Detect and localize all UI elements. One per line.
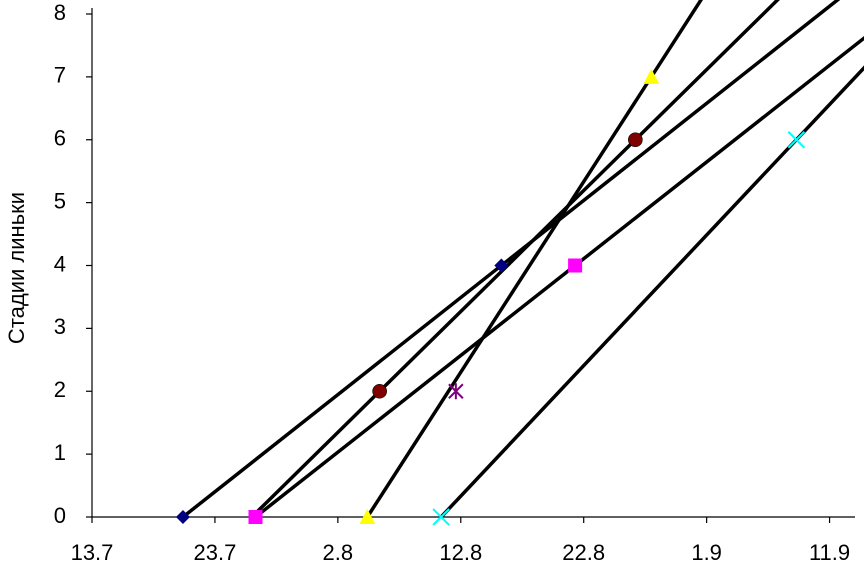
point [628, 132, 643, 148]
point [787, 131, 806, 149]
point [432, 508, 450, 526]
point [568, 258, 583, 273]
y-tick-label: 2 [54, 377, 66, 402]
x-tick-label: 12.8 [439, 540, 482, 565]
y-tick-label: 1 [54, 440, 66, 465]
x-tick-label: 13.7 [71, 540, 114, 565]
x-tick-label: 1.9 [691, 540, 722, 565]
y-tick-label: 7 [54, 63, 66, 88]
trend-line [439, 65, 864, 518]
y-tick-label: 8 [54, 0, 66, 25]
trend-line [250, 0, 780, 518]
y-tick-label: 5 [54, 188, 66, 213]
y-tick-label: 4 [54, 251, 66, 276]
point [494, 258, 509, 273]
point [643, 68, 660, 84]
y-tick-label: 0 [54, 503, 66, 528]
trend-lines [181, 0, 864, 518]
x-tick-label: 22.8 [562, 540, 605, 565]
point [359, 509, 376, 524]
point [448, 383, 464, 400]
y-tick-label: 6 [54, 126, 66, 151]
x-tick-label: 11.9 [809, 540, 850, 565]
y-axis-label: Стадии линьки [4, 192, 29, 344]
trend-line [254, 35, 864, 518]
point [372, 383, 387, 399]
point [175, 510, 190, 524]
point [248, 510, 263, 524]
trend-line [181, 0, 841, 518]
x-tick-label: 23.7 [194, 540, 237, 565]
x-tick-label: 2.8 [323, 540, 354, 565]
trend-line [365, 0, 703, 518]
y-tick-label: 3 [54, 314, 66, 339]
